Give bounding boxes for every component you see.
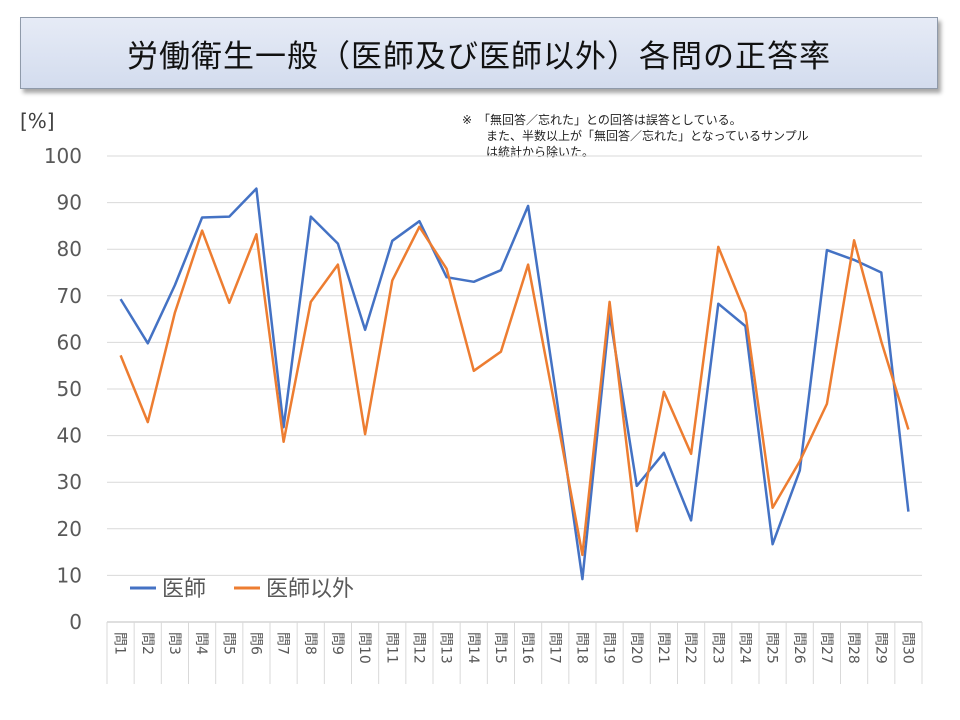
x-tick-label-12: 問12 — [410, 632, 426, 664]
y-tick-label-20: 20 — [57, 517, 82, 541]
x-tick-label-29: 問29 — [872, 632, 888, 664]
x-tick-label-1: 問1 — [112, 632, 128, 655]
note-line-2: また、半数以上が「無回答／忘れた」となっているサンプル — [462, 129, 809, 143]
y-tick-label-90: 90 — [57, 191, 82, 215]
x-tick-label-10: 問10 — [356, 632, 372, 664]
note-line-1: ※ 「無回答／忘れた」との回答は誤答としている。 — [462, 113, 742, 127]
x-tick-label-11: 問11 — [383, 632, 399, 664]
x-tick-label-21: 問21 — [655, 632, 671, 664]
x-tick-label-27: 問27 — [818, 632, 834, 664]
y-tick-label-50: 50 — [57, 377, 82, 401]
y-tick-label-30: 30 — [57, 470, 82, 494]
x-tick-label-9: 問9 — [329, 632, 345, 655]
x-tick-label-13: 問13 — [438, 632, 454, 664]
x-tick-label-26: 問26 — [791, 632, 807, 664]
x-tick-label-28: 問28 — [845, 632, 861, 664]
x-tick-label-3: 問3 — [166, 632, 182, 655]
y-tick-label-40: 40 — [57, 424, 82, 448]
x-tick-label-20: 問20 — [628, 632, 644, 664]
x-tick-label-19: 問19 — [601, 632, 617, 664]
legend-label-1: 医師 — [162, 577, 206, 602]
x-tick-label-14: 問14 — [465, 632, 481, 664]
series-line-2 — [119, 225, 910, 557]
y-tick-label-0: 0 — [69, 610, 82, 634]
x-tick-label-17: 問17 — [546, 632, 562, 664]
x-tick-label-24: 問24 — [736, 632, 752, 664]
x-tick-label-15: 問15 — [492, 632, 508, 664]
y-tick-label-70: 70 — [57, 284, 82, 308]
chart-title: 労働衛生一般（医師及び医師以外）各問の正答率 — [127, 38, 831, 75]
series-line-1 — [119, 187, 910, 581]
x-tick-label-7: 問7 — [275, 632, 291, 655]
x-tick-label-4: 問4 — [193, 632, 209, 655]
legend-label-2: 医師以外 — [266, 577, 354, 602]
x-tick-label-6: 問6 — [247, 632, 263, 655]
x-tick-label-16: 問16 — [519, 632, 535, 664]
x-tick-label-23: 問23 — [709, 632, 725, 664]
chart-title-banner: 労働衛生一般（医師及び医師以外）各問の正答率 — [20, 17, 938, 89]
y-tick-label-60: 60 — [57, 330, 82, 354]
x-tick-label-18: 問18 — [573, 632, 589, 664]
y-tick-label-100: 100 — [44, 144, 82, 168]
x-tick-label-25: 問25 — [764, 632, 780, 664]
y-axis-label: [%] — [20, 109, 55, 133]
x-tick-label-30: 問30 — [899, 632, 915, 664]
y-tick-label-80: 80 — [57, 237, 82, 261]
x-tick-label-2: 問2 — [139, 632, 155, 655]
y-tick-label-10: 10 — [57, 563, 82, 587]
x-tick-label-5: 問5 — [220, 632, 236, 655]
x-tick-label-8: 問8 — [302, 632, 318, 655]
x-tick-label-22: 問22 — [682, 632, 698, 664]
